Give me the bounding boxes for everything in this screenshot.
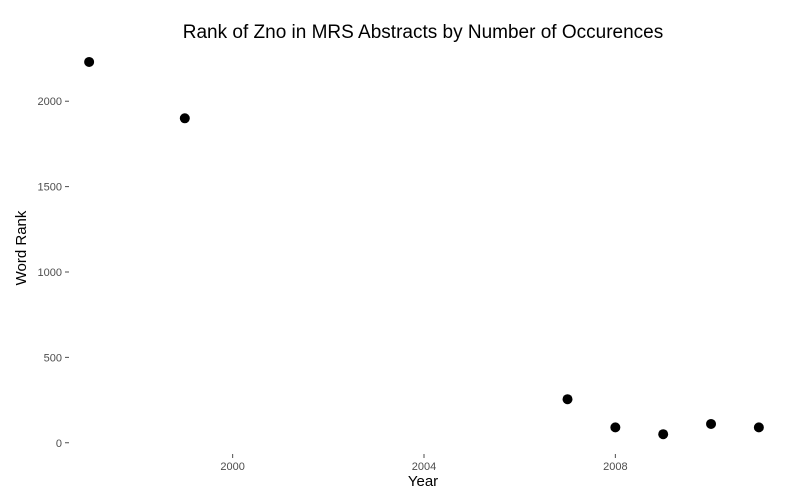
- data-point: [179, 113, 190, 124]
- data-point: [610, 422, 621, 433]
- x-axis-title: Year: [408, 473, 438, 490]
- x-axis: 2000 2004 2008: [220, 454, 628, 473]
- y-tick-label: 2000: [38, 96, 62, 108]
- y-tick-label: 500: [44, 352, 62, 364]
- y-tick-label: 1500: [38, 182, 62, 194]
- x-tick-label: 2008: [603, 461, 627, 473]
- y-tick-label: 0: [56, 438, 62, 450]
- data-points: [84, 56, 764, 440]
- data-point: [753, 422, 764, 433]
- chart-title: Rank of Zno in MRS Abstracts by Number o…: [183, 22, 663, 43]
- x-tick-label: 2000: [220, 461, 244, 473]
- data-point: [562, 394, 573, 405]
- y-axis-title: Word Rank: [13, 210, 30, 285]
- x-tick-label: 2004: [412, 461, 436, 473]
- data-point: [84, 56, 95, 67]
- y-tick-label: 1000: [38, 267, 62, 279]
- data-point: [658, 429, 669, 440]
- y-axis: 0 500 1000 1500 2000: [38, 96, 69, 450]
- data-point: [706, 418, 717, 429]
